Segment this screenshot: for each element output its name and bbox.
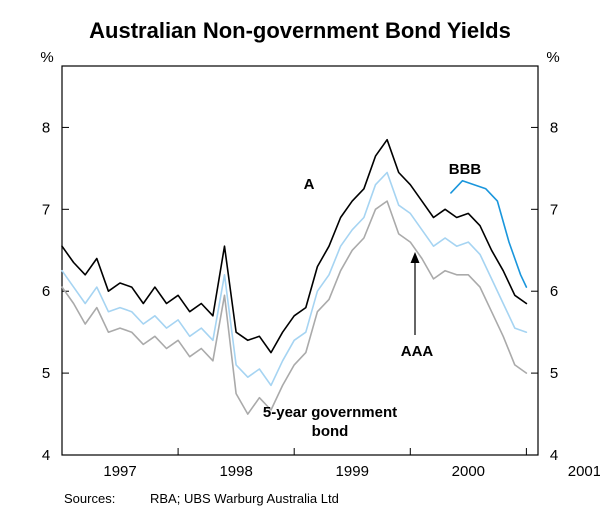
x-axis-ticks: 1997 1998 1999 2000 2001 [103,448,600,480]
y-tick-label-right: 5 [550,365,558,382]
y-unit-right: % [546,49,559,66]
y-tick-label-right: 6 [550,283,558,300]
label-bbb: BBB [449,161,482,178]
x-tick-label: 1999 [336,463,369,480]
label-govt-line2: bond [312,423,349,440]
y-tick-label-left: 5 [42,365,50,382]
y-tick-label-right: 8 [550,119,558,136]
y-unit-left: % [40,49,53,66]
y-tick-label-right: 7 [550,201,558,218]
series-line-bbb [450,179,528,288]
label-govt-line1: 5-year government [263,404,397,421]
plot-frame [61,65,539,456]
y-tick-label-right: 4 [550,447,558,464]
x-tick-label: 2000 [452,463,485,480]
x-tick-label: 1998 [219,463,252,480]
label-a: A [304,176,315,193]
y-axis-ticks: 4 4 5 5 6 6 7 7 8 8 [42,119,558,464]
source-text: RBA; UBS Warburg Australia Ltd [150,491,339,506]
y-tick-label-left: 6 [42,283,50,300]
series-layer [61,138,528,415]
series-line-govt [61,200,528,415]
aaa-pointer-arrowhead [410,252,420,263]
y-tick-label-left: 8 [42,119,50,136]
y-tick-label-left: 4 [42,447,50,464]
x-tick-label: 2001 [568,463,600,480]
label-aaa: AAA [401,343,434,360]
series-line-a [61,138,528,354]
source-label: Sources: [64,491,115,506]
y-tick-label-left: 7 [42,201,50,218]
plot-border [61,65,539,456]
chart-title: Australian Non-government Bond Yields [89,18,511,43]
series-line-aaa [61,171,528,387]
x-tick-label: 1997 [103,463,136,480]
